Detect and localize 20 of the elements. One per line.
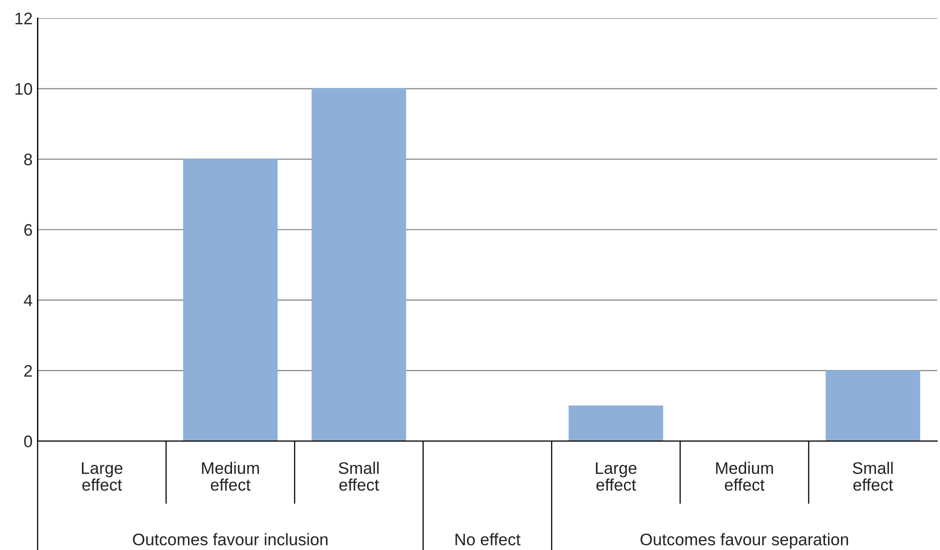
y-tick-label: 8 (24, 154, 32, 166)
text: No effect (456, 533, 520, 546)
y-tick-label: 10 (15, 83, 32, 95)
bar (568, 406, 664, 442)
x-tick-label: Medium effect (202, 462, 259, 491)
x-tick-label: Large effect (596, 462, 636, 491)
x-tick-label: Small effect (338, 462, 379, 491)
text: Outcomes favour separation (640, 533, 848, 549)
bar (183, 158, 278, 442)
y-tick-label: 6 (24, 224, 32, 236)
bar (312, 88, 406, 442)
y-tick-label: 2 (24, 365, 32, 377)
y-tick-label: 0 (24, 436, 32, 448)
x-tick-label: Large effect (82, 462, 122, 491)
bar (826, 370, 920, 442)
text: Outcomes favour inclusion (132, 533, 328, 546)
x-tick-label: Medium effect (716, 462, 773, 491)
x-tick-label: Small effect (852, 462, 894, 491)
y-tick-label: 12 (15, 12, 32, 24)
y-tick-label: 4 (24, 294, 32, 306)
